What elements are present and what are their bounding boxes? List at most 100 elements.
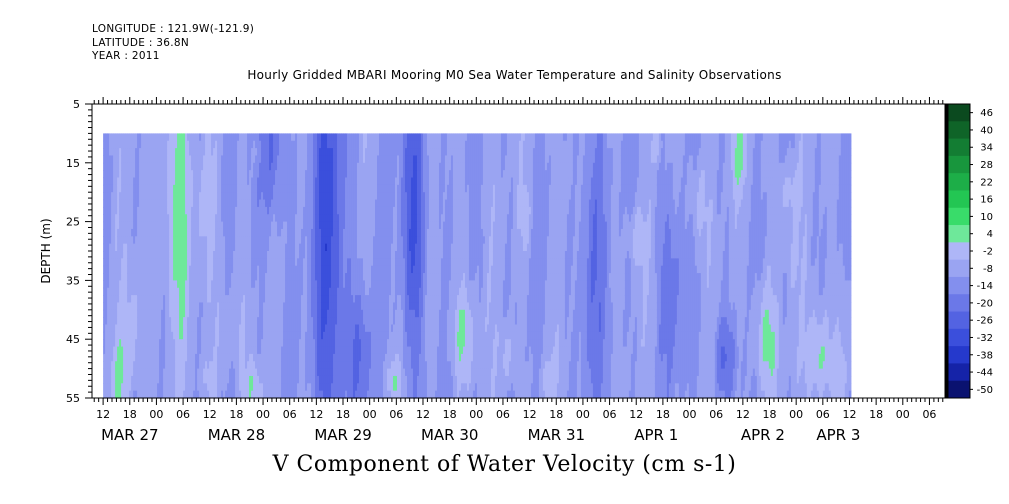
- heatmap-cell: [211, 331, 214, 340]
- heatmap-cell: [159, 368, 162, 377]
- heatmap-cell: [287, 317, 290, 326]
- heatmap-cell: [157, 228, 160, 237]
- heatmap-cell: [323, 162, 326, 171]
- heatmap-cell: [347, 309, 350, 318]
- heatmap-cell: [271, 206, 274, 215]
- heatmap-cell: [309, 280, 312, 289]
- heatmap-cell: [137, 368, 140, 377]
- heatmap-cell: [189, 251, 192, 259]
- heatmap-cell: [145, 148, 148, 157]
- heatmap-cell: [171, 287, 174, 296]
- heatmap-cell: [309, 192, 312, 201]
- heatmap-cell: [347, 221, 350, 230]
- heatmap-cell: [277, 324, 280, 333]
- heatmap-cell: [327, 184, 330, 193]
- heatmap-cell: [249, 353, 252, 362]
- heatmap-cell: [157, 317, 160, 326]
- heatmap-cell: [145, 177, 148, 186]
- heatmap-cell: [219, 206, 222, 215]
- heatmap-cell: [261, 236, 264, 245]
- heatmap-cell: [193, 228, 196, 237]
- heatmap-cell: [325, 331, 328, 340]
- heatmap-cell: [199, 383, 202, 392]
- heatmap-cell: [323, 280, 326, 289]
- heatmap-cell: [137, 133, 140, 142]
- heatmap-cell: [109, 346, 112, 355]
- heatmap-cell: [173, 324, 176, 333]
- heatmap-cell: [183, 324, 186, 333]
- heatmap-cell: [209, 140, 212, 149]
- heatmap-cell: [343, 236, 346, 245]
- heatmap-cell: [261, 280, 264, 289]
- heatmap-cell: [221, 331, 224, 340]
- heatmap-cell: [119, 280, 122, 289]
- heatmap-cell: [163, 236, 166, 245]
- heatmap-cell: [251, 302, 254, 311]
- heatmap-cell: [277, 339, 280, 348]
- heatmap-cell: [239, 148, 242, 157]
- heatmap-cell: [311, 309, 314, 318]
- heatmap-cell: [341, 184, 344, 193]
- heatmap-cell: [355, 236, 358, 245]
- heatmap-cell: [209, 317, 212, 326]
- heatmap-cell: [195, 236, 198, 245]
- heatmap-cell: [307, 170, 310, 179]
- heatmap-cell: [193, 302, 196, 311]
- heatmap-cell: [261, 317, 264, 326]
- heatmap-cell: [329, 390, 332, 399]
- heatmap-cell: [125, 140, 128, 149]
- heatmap-cell: [241, 228, 244, 237]
- heatmap-cell: [279, 361, 282, 370]
- heatmap-cell: [185, 133, 188, 142]
- heatmap-cell: [333, 309, 336, 318]
- heatmap-cell: [191, 287, 194, 296]
- heatmap-cell: [315, 140, 318, 149]
- heatmap-cell: [353, 265, 356, 274]
- heatmap-cell: [303, 148, 306, 157]
- heatmap-cell: [265, 287, 268, 296]
- heatmap-cell: [373, 251, 376, 259]
- heatmap-cell: [353, 170, 356, 179]
- heatmap-cell: [275, 170, 278, 179]
- heatmap-cell: [173, 228, 176, 237]
- heatmap-cell: [219, 383, 222, 392]
- heatmap-cell: [307, 221, 310, 230]
- heatmap-cell: [117, 177, 120, 186]
- heatmap-cell: [295, 280, 298, 289]
- heatmap-cell: [167, 280, 170, 289]
- heatmap-cell: [283, 368, 286, 377]
- heatmap-cell: [325, 375, 328, 384]
- heatmap-cell: [333, 251, 336, 259]
- heatmap-cell: [241, 133, 244, 142]
- heatmap-cell: [111, 140, 114, 149]
- heatmap-cell: [161, 258, 164, 267]
- heatmap-cell: [131, 383, 134, 392]
- heatmap-cell: [273, 133, 276, 142]
- heatmap-cell: [143, 221, 146, 230]
- heatmap-cell: [235, 133, 238, 142]
- heatmap-cell: [347, 361, 350, 370]
- heatmap-cell: [313, 295, 316, 304]
- heatmap-cell: [261, 177, 264, 186]
- heatmap-cell: [295, 287, 298, 296]
- heatmap-cell: [243, 214, 246, 223]
- heatmap-cell: [205, 280, 208, 289]
- heatmap-cell: [233, 339, 236, 348]
- heatmap-cell: [207, 339, 210, 348]
- heatmap-cell: [353, 177, 356, 186]
- heatmap-cell: [301, 133, 304, 142]
- heatmap-cell: [215, 162, 218, 171]
- heatmap-cell: [169, 251, 172, 259]
- heatmap-cell: [233, 251, 236, 259]
- heatmap-cell: [323, 206, 326, 215]
- heatmap-cell: [123, 221, 126, 230]
- heatmap-cell: [177, 375, 180, 384]
- heatmap-cell: [139, 192, 142, 201]
- heatmap-cell: [347, 339, 350, 348]
- heatmap-cell: [297, 302, 300, 311]
- heatmap-cell: [123, 148, 126, 157]
- heatmap-cell: [283, 346, 286, 355]
- heatmap-cell: [279, 309, 282, 318]
- heatmap-cell: [249, 155, 252, 164]
- heatmap-cell: [223, 228, 226, 237]
